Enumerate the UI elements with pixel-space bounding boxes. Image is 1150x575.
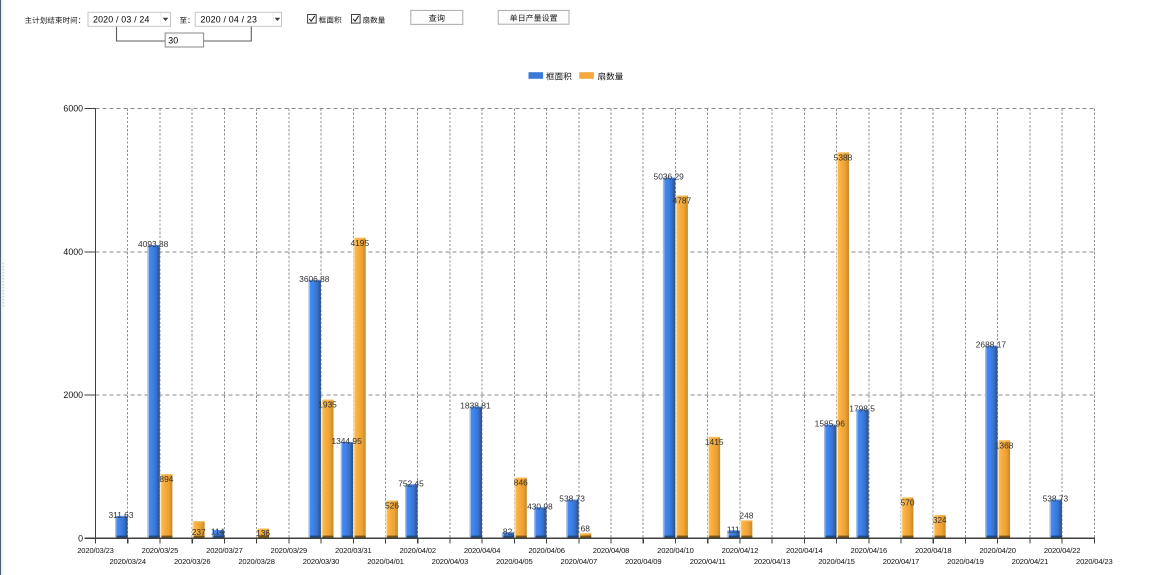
svg-text:30: 30 bbox=[168, 35, 178, 45]
svg-text:2020/04/15: 2020/04/15 bbox=[818, 557, 855, 566]
svg-text:68: 68 bbox=[581, 524, 591, 534]
svg-text:752.45: 752.45 bbox=[398, 478, 424, 488]
svg-text:248: 248 bbox=[739, 511, 753, 521]
svg-text:5036.29: 5036.29 bbox=[654, 172, 685, 182]
svg-text:538.73: 538.73 bbox=[1043, 494, 1069, 504]
svg-text:114: 114 bbox=[211, 526, 225, 536]
svg-text:2020/04/16: 2020/04/16 bbox=[851, 546, 888, 555]
svg-text:2020 / 04 / 23: 2020 / 04 / 23 bbox=[201, 15, 258, 25]
svg-text:311.63: 311.63 bbox=[109, 510, 134, 520]
svg-text:894: 894 bbox=[159, 474, 173, 484]
svg-text:2020/03/23: 2020/03/23 bbox=[77, 546, 114, 555]
svg-text:2020/04/06: 2020/04/06 bbox=[528, 546, 565, 555]
svg-text:1368: 1368 bbox=[995, 440, 1014, 450]
svg-text:538.73: 538.73 bbox=[559, 494, 585, 504]
svg-text:1344.95: 1344.95 bbox=[331, 436, 362, 446]
svg-text:324: 324 bbox=[933, 515, 947, 525]
svg-text:0: 0 bbox=[78, 533, 83, 543]
svg-text:2020/04/21: 2020/04/21 bbox=[1012, 557, 1049, 566]
svg-text:2020/04/22: 2020/04/22 bbox=[1044, 546, 1081, 555]
svg-text:2020/04/04: 2020/04/04 bbox=[464, 546, 501, 555]
svg-text:570: 570 bbox=[901, 497, 915, 507]
svg-text:6000: 6000 bbox=[63, 104, 83, 114]
svg-text:2020/03/30: 2020/03/30 bbox=[303, 557, 340, 566]
svg-text:430.98: 430.98 bbox=[527, 501, 553, 511]
svg-text:1935: 1935 bbox=[318, 400, 337, 410]
svg-text:4093.88: 4093.88 bbox=[138, 239, 169, 249]
svg-text:4195: 4195 bbox=[350, 238, 369, 248]
svg-text:2020/04/12: 2020/04/12 bbox=[722, 546, 759, 555]
svg-text:1415: 1415 bbox=[705, 437, 724, 447]
svg-text:2020/04/13: 2020/04/13 bbox=[754, 557, 791, 566]
svg-text:2000: 2000 bbox=[63, 390, 83, 400]
svg-text:2020/04/05: 2020/04/05 bbox=[496, 557, 533, 566]
svg-text:2020/04/02: 2020/04/02 bbox=[399, 546, 436, 555]
svg-text:2020/04/19: 2020/04/19 bbox=[947, 557, 984, 566]
svg-text:2020/04/14: 2020/04/14 bbox=[786, 546, 823, 555]
svg-text:2020/03/25: 2020/03/25 bbox=[142, 546, 179, 555]
svg-text:2020/03/28: 2020/03/28 bbox=[238, 557, 275, 566]
svg-text:2020/03/26: 2020/03/26 bbox=[174, 557, 211, 566]
svg-text:846: 846 bbox=[514, 478, 528, 488]
svg-text:2020/04/08: 2020/04/08 bbox=[593, 546, 630, 555]
svg-text:2020/04/01: 2020/04/01 bbox=[367, 557, 404, 566]
svg-text:2020/04/07: 2020/04/07 bbox=[561, 557, 598, 566]
svg-text:1798.5: 1798.5 bbox=[849, 403, 875, 413]
svg-text:4000: 4000 bbox=[63, 247, 83, 257]
svg-text:4787: 4787 bbox=[673, 196, 692, 206]
svg-text:82: 82 bbox=[503, 526, 513, 536]
svg-text:237: 237 bbox=[192, 527, 206, 537]
svg-text:2020/03/29: 2020/03/29 bbox=[271, 546, 308, 555]
svg-text:2020/04/17: 2020/04/17 bbox=[883, 557, 920, 566]
svg-text:3606.88: 3606.88 bbox=[299, 274, 330, 284]
svg-text:2020/03/27: 2020/03/27 bbox=[206, 546, 243, 555]
svg-text:111: 111 bbox=[727, 524, 740, 534]
svg-text:2020/03/31: 2020/03/31 bbox=[335, 546, 372, 555]
svg-text:136: 136 bbox=[256, 528, 270, 538]
svg-text:526: 526 bbox=[385, 501, 399, 511]
svg-text:2020/04/09: 2020/04/09 bbox=[625, 557, 662, 566]
svg-text:1585.96: 1585.96 bbox=[815, 419, 846, 429]
svg-text:2020/04/03: 2020/04/03 bbox=[432, 557, 469, 566]
svg-text:5388: 5388 bbox=[834, 152, 853, 162]
svg-text:2020/04/11: 2020/04/11 bbox=[690, 557, 726, 566]
svg-text:2688.17: 2688.17 bbox=[976, 340, 1007, 350]
svg-text:1838.81: 1838.81 bbox=[460, 401, 491, 411]
svg-text:2020 / 03 / 24: 2020 / 03 / 24 bbox=[93, 15, 150, 25]
svg-text:2020/03/24: 2020/03/24 bbox=[109, 557, 146, 566]
svg-text:2020/04/23: 2020/04/23 bbox=[1076, 557, 1113, 566]
svg-text:2020/04/20: 2020/04/20 bbox=[979, 546, 1016, 555]
svg-text:2020/04/18: 2020/04/18 bbox=[915, 546, 952, 555]
svg-text:2020/04/10: 2020/04/10 bbox=[657, 546, 694, 555]
